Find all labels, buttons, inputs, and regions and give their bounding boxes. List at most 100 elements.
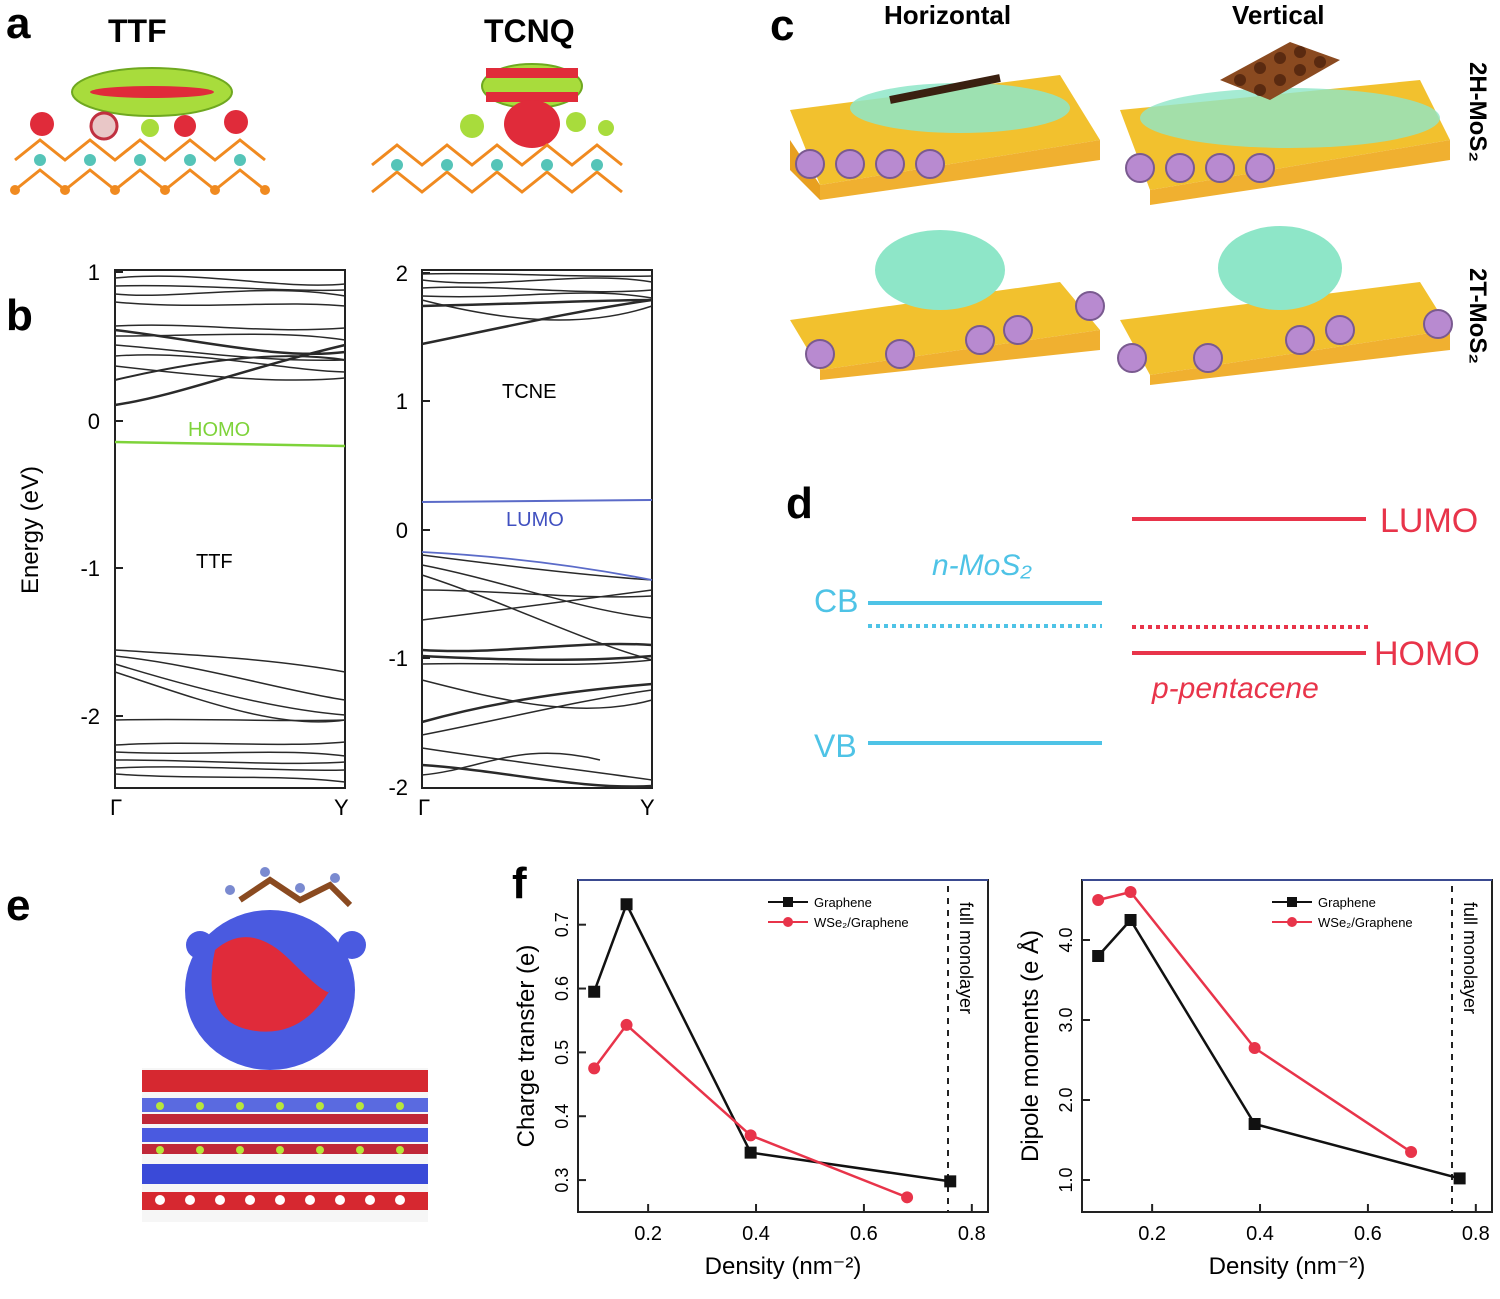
data-point [1405, 1146, 1418, 1158]
chart-dipole-moments: 0.2 0.4 0.6 0.8 1.0 2.0 3.0 4.0 Density (nm⁻²) Di… [1016, 879, 1493, 1280]
y-tick-label: 0.6 [552, 976, 572, 1001]
ytick-label: 2 [396, 261, 408, 286]
x-tick-label: 0.8 [1462, 1223, 1490, 1245]
p-pentacene-label: p-pentacene [1151, 672, 1319, 705]
legend-marker [783, 917, 793, 927]
cb-label: CB [814, 583, 858, 619]
vb-label: VB [814, 728, 857, 764]
row-2t-mos2: 2T-MoS₂ [1464, 268, 1491, 364]
data-point [620, 1018, 633, 1031]
data-point [944, 1175, 957, 1188]
band-plot-tcne: LUMO TCNE 2 1 0 -1 -2 Γ Y [388, 261, 655, 820]
column-horizontal: Horizontal [884, 0, 1011, 30]
y-tick-label: 4.0 [1056, 927, 1076, 952]
data-point [1248, 1118, 1261, 1130]
slab-2h-horizontal-image [790, 74, 1100, 200]
x-tick-label: 0.8 [958, 1223, 986, 1245]
panel-a: a TTF TCNQ [6, 0, 623, 195]
band-lines-ttf [114, 275, 346, 783]
data-point [1092, 894, 1105, 906]
ytick-label: 0 [396, 518, 408, 543]
x-tick-label: 0.6 [1354, 1223, 1382, 1245]
ytick-label: -2 [80, 704, 100, 729]
x-tick-label: 0.4 [1246, 1223, 1274, 1245]
x-tick-label: 0.2 [1138, 1223, 1166, 1245]
tcne-band-label: TCNE [502, 381, 556, 403]
series-line-wse2-graphene [1097, 890, 1412, 1154]
x-axis-label: Density (nm⁻²) [1209, 1253, 1366, 1280]
y-tick-label: 0.4 [552, 1104, 572, 1129]
legend-entry: WSe₂/Graphene [814, 915, 909, 930]
panel-d: d LUMO n-MoS₂ CB HOMO p-pentacene VB [786, 479, 1480, 764]
ytick-label: 0 [88, 409, 100, 434]
x-tick-label: 0.2 [634, 1223, 662, 1245]
data-point [1092, 950, 1105, 962]
legend-entry: WSe₂/Graphene [1318, 915, 1413, 930]
full-monolayer-label: full monolayer [956, 902, 976, 1014]
ttf-band-label: TTF [196, 551, 233, 573]
ytick-label: 1 [396, 389, 408, 414]
data-point [588, 985, 601, 998]
y-axis-label: Dipole moments (e Å) [1016, 930, 1044, 1162]
panel-a-label: a [6, 0, 31, 48]
xtick-gamma: Γ [110, 795, 122, 820]
panel-c: c Horizontal Vertical 2H-MoS₂ 2T-MoS₂ [770, 0, 1491, 385]
band-lines-tcne [421, 272, 653, 788]
data-point [588, 1062, 601, 1075]
x-tick-label: 0.4 [742, 1223, 770, 1245]
ytick-label: -1 [388, 646, 408, 671]
legend-marker [783, 897, 793, 907]
band-ttf-yticks: 1 0 -1 -2 [80, 260, 100, 729]
data-point [744, 1146, 757, 1159]
series-line-graphene [1097, 917, 1460, 1180]
panel-b-label: b [6, 291, 33, 340]
x-tick-label: 0.6 [850, 1223, 878, 1245]
panel-d-label: d [786, 479, 813, 528]
lumo-level-line [421, 499, 653, 503]
homo-label: HOMO [1374, 635, 1480, 673]
chart-charge-transfer: 0.2 0.4 0.6 0.8 0.3 0.4 0.5 0.6 0.7 Density (nm⁻²… [513, 879, 989, 1280]
legend-entry: Graphene [1318, 895, 1376, 910]
xtick-gamma: Γ [418, 795, 430, 820]
xtick-y: Y [640, 795, 655, 820]
y-tick-label: 3.0 [1056, 1007, 1076, 1032]
xtick-y: Y [334, 795, 349, 820]
slab-2t-horizontal-image [790, 230, 1105, 380]
homo-level-line [114, 440, 346, 448]
charge-density-image [142, 867, 428, 1222]
y-tick-label: 1.0 [1056, 1167, 1076, 1192]
legend-marker [1287, 897, 1297, 907]
data-point [620, 898, 633, 911]
y-tick-label: 0.5 [552, 1040, 572, 1065]
tcnq-density-image [371, 63, 623, 194]
y-tick-label: 0.7 [552, 912, 572, 937]
panel-e-label: e [6, 881, 30, 930]
series-line-wse2-graphene [593, 1023, 908, 1199]
data-point [901, 1191, 914, 1204]
lumo-label: LUMO [1380, 502, 1478, 540]
column-vertical: Vertical [1232, 0, 1325, 30]
data-point [1124, 914, 1137, 926]
panel-a-title-ttf: TTF [108, 13, 167, 49]
y-axis-label: Charge transfer (e) [513, 945, 540, 1148]
legend-marker [1287, 917, 1297, 927]
panel-f: f 0.2 0.4 0.6 0.8 0.3 0.4 0.5 0.6 0.7 Density (nm… [512, 859, 1493, 1280]
slab-2t-vertical-image [1117, 226, 1453, 385]
row-2h-mos2: 2H-MoS₂ [1464, 62, 1491, 162]
data-point [1124, 886, 1137, 898]
legend-entry: Graphene [814, 895, 872, 910]
y-tick-label: 0.3 [552, 1168, 572, 1193]
panel-f-label: f [512, 859, 527, 908]
ttf-density-image [10, 67, 270, 195]
ytick-label: -2 [388, 775, 408, 800]
panel-e: e [6, 867, 428, 1222]
n-mos2-label: n-MoS₂ [932, 549, 1032, 582]
panel-c-label: c [770, 1, 794, 50]
data-point [1248, 1042, 1261, 1054]
ytick-label: -1 [80, 556, 100, 581]
panel-a-title-tcnq: TCNQ [484, 13, 575, 49]
lumo-level-label: LUMO [506, 509, 564, 531]
band-plot-ttf: HOMO TTF 1 0 -1 -2 Γ Y [80, 260, 349, 820]
ytick-label: 1 [88, 260, 100, 285]
homo-level-label: HOMO [188, 419, 250, 441]
